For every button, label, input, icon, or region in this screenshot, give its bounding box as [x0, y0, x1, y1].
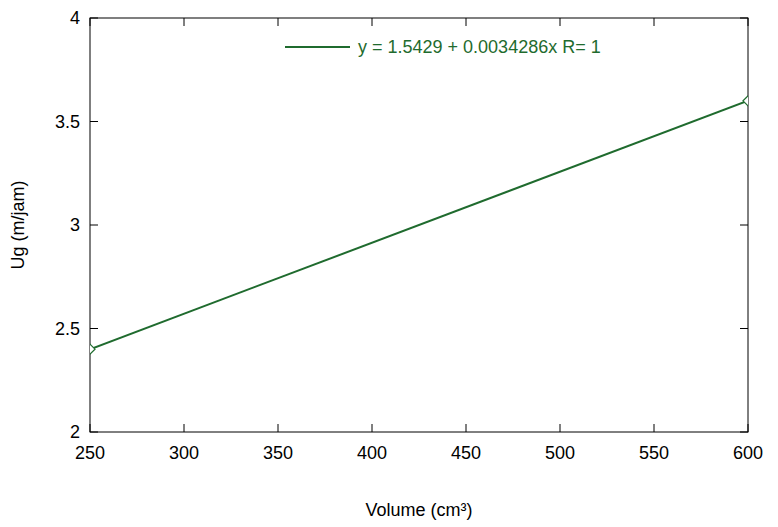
x-tick [560, 18, 561, 26]
x-tick [466, 424, 467, 432]
y-tick [90, 432, 98, 433]
x-tick [372, 18, 373, 26]
x-tick-label: 600 [733, 443, 763, 463]
plot-frame [90, 18, 748, 432]
y-tick-label: 3.5 [55, 112, 80, 132]
x-tick [278, 18, 279, 26]
chart: 250 300 350 400 450 500 550 600 2 2.5 3 3.5 4 Volume … [0, 0, 778, 527]
y-axis-title: Ug (m/jam) [8, 181, 28, 270]
x-tick [654, 424, 655, 432]
series-line [90, 101, 748, 349]
x-tick [184, 424, 185, 432]
legend-swatch [285, 46, 350, 48]
x-tick [654, 18, 655, 26]
x-tick-label: 300 [169, 443, 199, 463]
y-tick [90, 328, 98, 329]
y-tick [740, 328, 748, 329]
y-tick-label: 3 [70, 215, 80, 235]
legend-label: y = 1.5429 + 0.0034286x R= 1 [358, 37, 601, 57]
y-tick [740, 121, 748, 122]
x-axis-title: Volume (cm³) [365, 500, 472, 520]
y-tick [740, 432, 748, 433]
x-tick-label: 350 [263, 443, 293, 463]
series-marker [743, 96, 748, 106]
x-tick-label: 250 [75, 443, 105, 463]
x-tick [372, 424, 373, 432]
series-marker [90, 344, 95, 354]
y-tick-label: 2 [70, 422, 80, 442]
series-group [90, 96, 748, 354]
x-tick [90, 18, 91, 26]
x-tick [466, 18, 467, 26]
x-tick-label: 500 [545, 443, 575, 463]
y-tick-label: 4 [70, 8, 80, 28]
y-tick [90, 18, 98, 19]
x-tick [748, 424, 749, 432]
x-tick-label: 450 [451, 443, 481, 463]
y-tick [740, 18, 748, 19]
y-tick-label: 2.5 [55, 319, 80, 339]
x-tick [90, 424, 91, 432]
x-tick-label: 550 [639, 443, 669, 463]
y-tick [90, 225, 98, 226]
x-tick [278, 424, 279, 432]
x-tick [184, 18, 185, 26]
x-tick [560, 424, 561, 432]
y-tick [90, 121, 98, 122]
x-tick-label: 400 [357, 443, 387, 463]
y-tick [740, 225, 748, 226]
x-tick [748, 18, 749, 26]
